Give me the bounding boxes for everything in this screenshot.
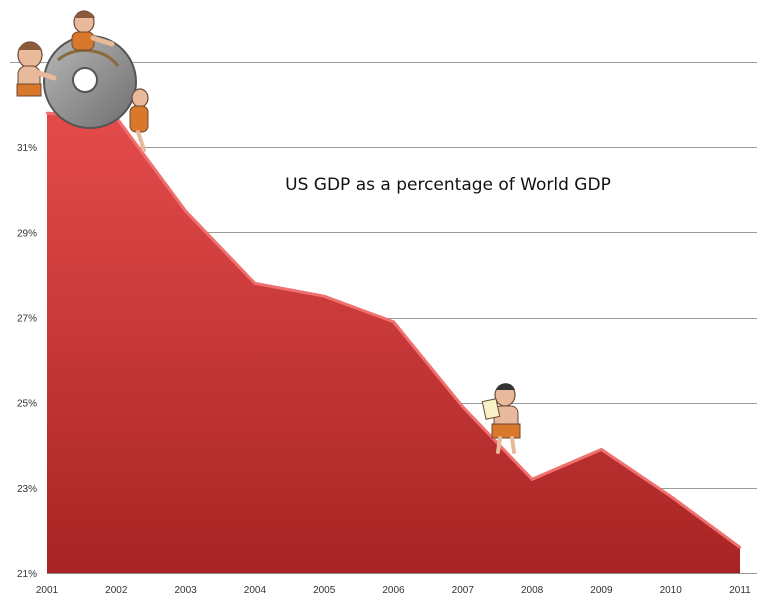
data-point-2007 [461, 405, 464, 409]
x-tick-label: 2002 [105, 585, 128, 596]
x-axis-ticks: 2001 2002 2003 2004 2005 2006 2007 2008 2009 2010… [36, 585, 751, 596]
area-series [45, 111, 742, 574]
y-tick-label: 23% [17, 484, 37, 495]
y-tick-label: 21% [17, 569, 37, 580]
data-point-2004 [253, 282, 257, 285]
y-tick-label: 27% [17, 314, 37, 325]
x-tick-label: 2006 [382, 585, 405, 596]
data-point-2008 [530, 478, 534, 481]
area-fill [47, 113, 740, 573]
x-tick-label: 2004 [244, 585, 267, 596]
y-axis-ticks: 21% 23% 25% 27% 29% 31% [17, 143, 37, 580]
caveman-with-notepad-illustration [481, 383, 521, 454]
data-point-2006 [392, 320, 395, 323]
data-point-2005 [323, 295, 326, 298]
x-tick-label: 2005 [313, 585, 336, 596]
x-tick-label: 2001 [36, 585, 59, 596]
cavemen-with-stone-wheel-illustration [16, 10, 149, 152]
data-point-2009 [600, 448, 603, 451]
y-tick-label: 31% [17, 143, 37, 154]
x-tick-label: 2011 [729, 585, 751, 596]
data-point-2001 [45, 111, 49, 115]
data-point-2003 [184, 209, 187, 213]
chart-title: US GDP as a percentage of World GDP [285, 175, 611, 195]
x-tick-label: 2008 [521, 585, 544, 596]
y-tick-label: 29% [17, 228, 37, 239]
x-tick-label: 2003 [174, 585, 197, 596]
data-point-2010 [669, 495, 672, 498]
data-point-2011 [738, 546, 742, 549]
x-tick-label: 2007 [452, 585, 475, 596]
x-tick-label: 2009 [590, 585, 613, 596]
x-tick-label: 2010 [660, 585, 683, 596]
y-tick-label: 25% [17, 399, 37, 410]
